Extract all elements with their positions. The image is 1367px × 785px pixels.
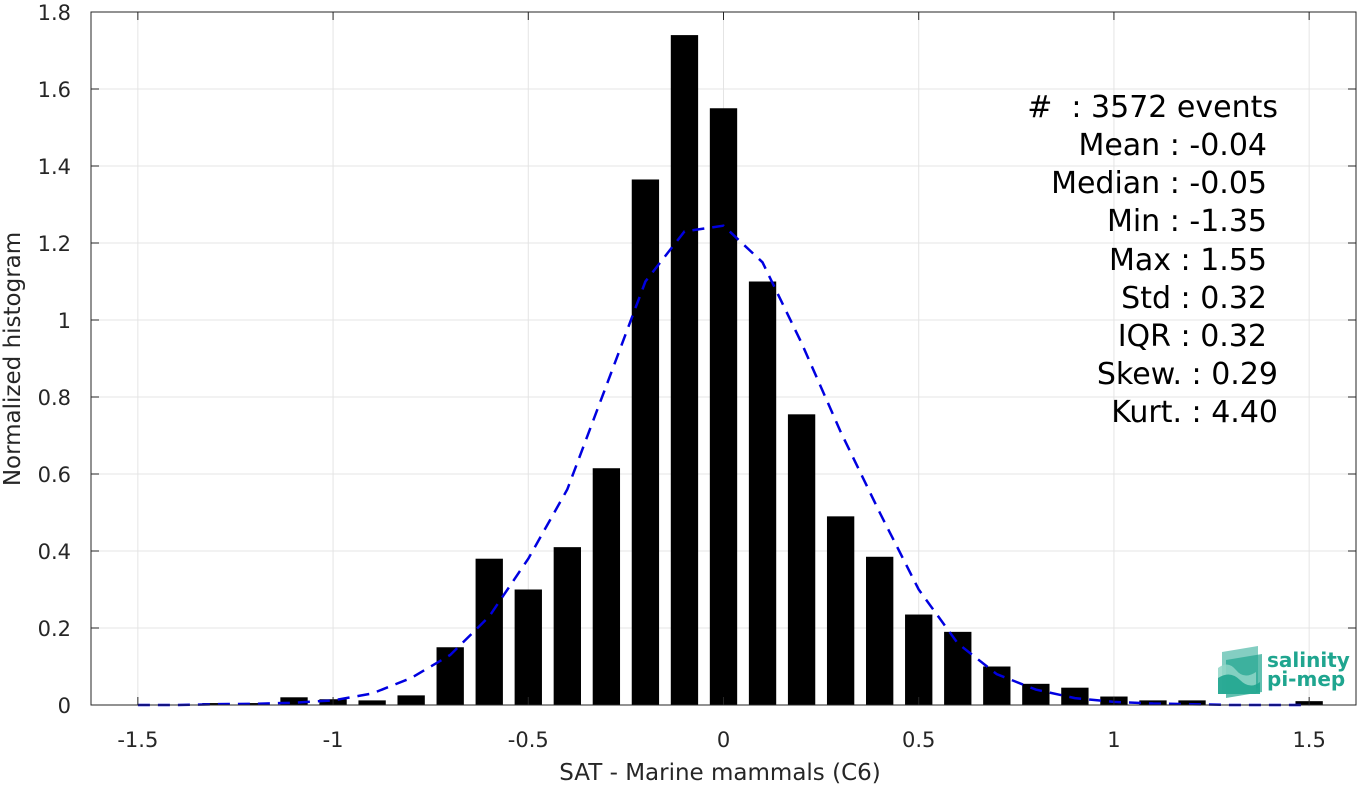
histogram-bar	[787, 414, 816, 705]
y-tick-label: 0	[58, 694, 71, 718]
histogram-bar	[631, 179, 660, 706]
bars	[202, 35, 1323, 706]
histogram-bar	[475, 558, 503, 705]
histogram-bar	[592, 468, 621, 705]
stats-mean: Mean : -0.04	[1078, 128, 1267, 163]
x-tick-label: -0.5	[508, 728, 549, 752]
histogram-bar	[826, 516, 855, 705]
histogram-bar	[553, 547, 581, 705]
stats-kurt: Kurt. : 4.40	[1111, 395, 1278, 430]
x-tick-label: -1.5	[117, 728, 158, 752]
y-tick-label: 0.8	[38, 386, 71, 410]
x-tick-label: 1.5	[1292, 728, 1325, 752]
histogram-bar	[397, 695, 425, 705]
y-tick-label: 1.4	[38, 155, 71, 179]
histogram-bar	[866, 556, 894, 705]
histogram-bar	[202, 703, 230, 705]
stats-skew: Skew. : 0.29	[1097, 357, 1278, 392]
histogram-bar	[1022, 683, 1050, 705]
histogram-bar	[983, 666, 1011, 705]
y-tick-label: 1.2	[38, 232, 71, 256]
stats-count: # : 3572 events	[1027, 90, 1278, 125]
y-tick-label: 0.4	[38, 540, 71, 564]
y-tick-label: 1.6	[38, 78, 71, 102]
histogram-bar	[944, 631, 972, 705]
histogram-bar	[1061, 687, 1089, 705]
histogram-bar	[1178, 700, 1206, 705]
stats-median: Median : -0.05	[1051, 166, 1267, 201]
y-tick-label: 0.2	[38, 617, 71, 641]
x-tick-label: 0	[717, 728, 730, 752]
histogram-bar	[514, 589, 542, 705]
histogram-bar	[436, 647, 464, 705]
x-axis-label: SAT - Marine mammals (C6)	[559, 760, 881, 785]
stats-iqr: IQR : 0.32	[1118, 319, 1267, 354]
stats-max: Max : 1.55	[1109, 243, 1267, 278]
logo-text-salinity: salinity	[1267, 648, 1350, 672]
stats-box: # : 3572 events Mean : -0.04 Median : -0…	[1027, 90, 1278, 430]
y-tick-label: 1	[58, 309, 71, 333]
stats-std: Std : 0.32	[1121, 281, 1267, 316]
histogram-bar	[748, 281, 777, 705]
histogram-bar	[709, 108, 738, 705]
histogram-bar	[280, 697, 308, 705]
logo-icon	[1218, 646, 1262, 698]
salinity-pimep-logo: salinity pi-mep	[1218, 646, 1350, 698]
x-tick-label: 0.5	[902, 728, 935, 752]
histogram-bar	[905, 614, 933, 705]
y-axis-label: Normalized histogram	[0, 232, 26, 486]
y-tick-label: 0.6	[38, 463, 71, 487]
y-axis-ticks: 0 0.2 0.4 0.6 0.8 1 1.2 1.4 1.6 1.8	[38, 1, 1356, 718]
x-tick-label: 1	[1107, 728, 1120, 752]
logo-text-pimep: pi-mep	[1267, 667, 1345, 691]
histogram-bar	[358, 700, 386, 705]
y-tick-label: 1.8	[38, 1, 71, 25]
x-tick-label: -1	[323, 728, 344, 752]
histogram-bar	[241, 703, 269, 705]
histogram-bar	[670, 35, 699, 706]
stats-min: Min : -1.35	[1107, 204, 1267, 239]
x-axis-ticks: -1.5 -1 -0.5 0 0.5 1 1.5	[117, 12, 1326, 752]
